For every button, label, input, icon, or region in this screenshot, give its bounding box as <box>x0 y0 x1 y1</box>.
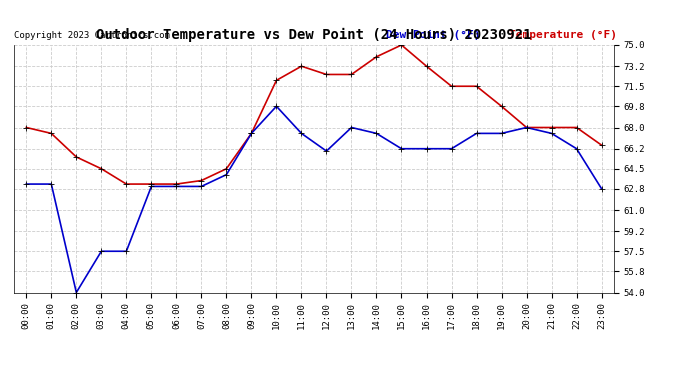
Text: Temperature (°F): Temperature (°F) <box>509 30 617 40</box>
Text: Dew Point (°F): Dew Point (°F) <box>386 30 480 40</box>
Text: Copyright 2023 Cartronics.com: Copyright 2023 Cartronics.com <box>14 31 170 40</box>
Title: Outdoor Temperature vs Dew Point (24 Hours) 20230921: Outdoor Temperature vs Dew Point (24 Hou… <box>96 28 532 42</box>
